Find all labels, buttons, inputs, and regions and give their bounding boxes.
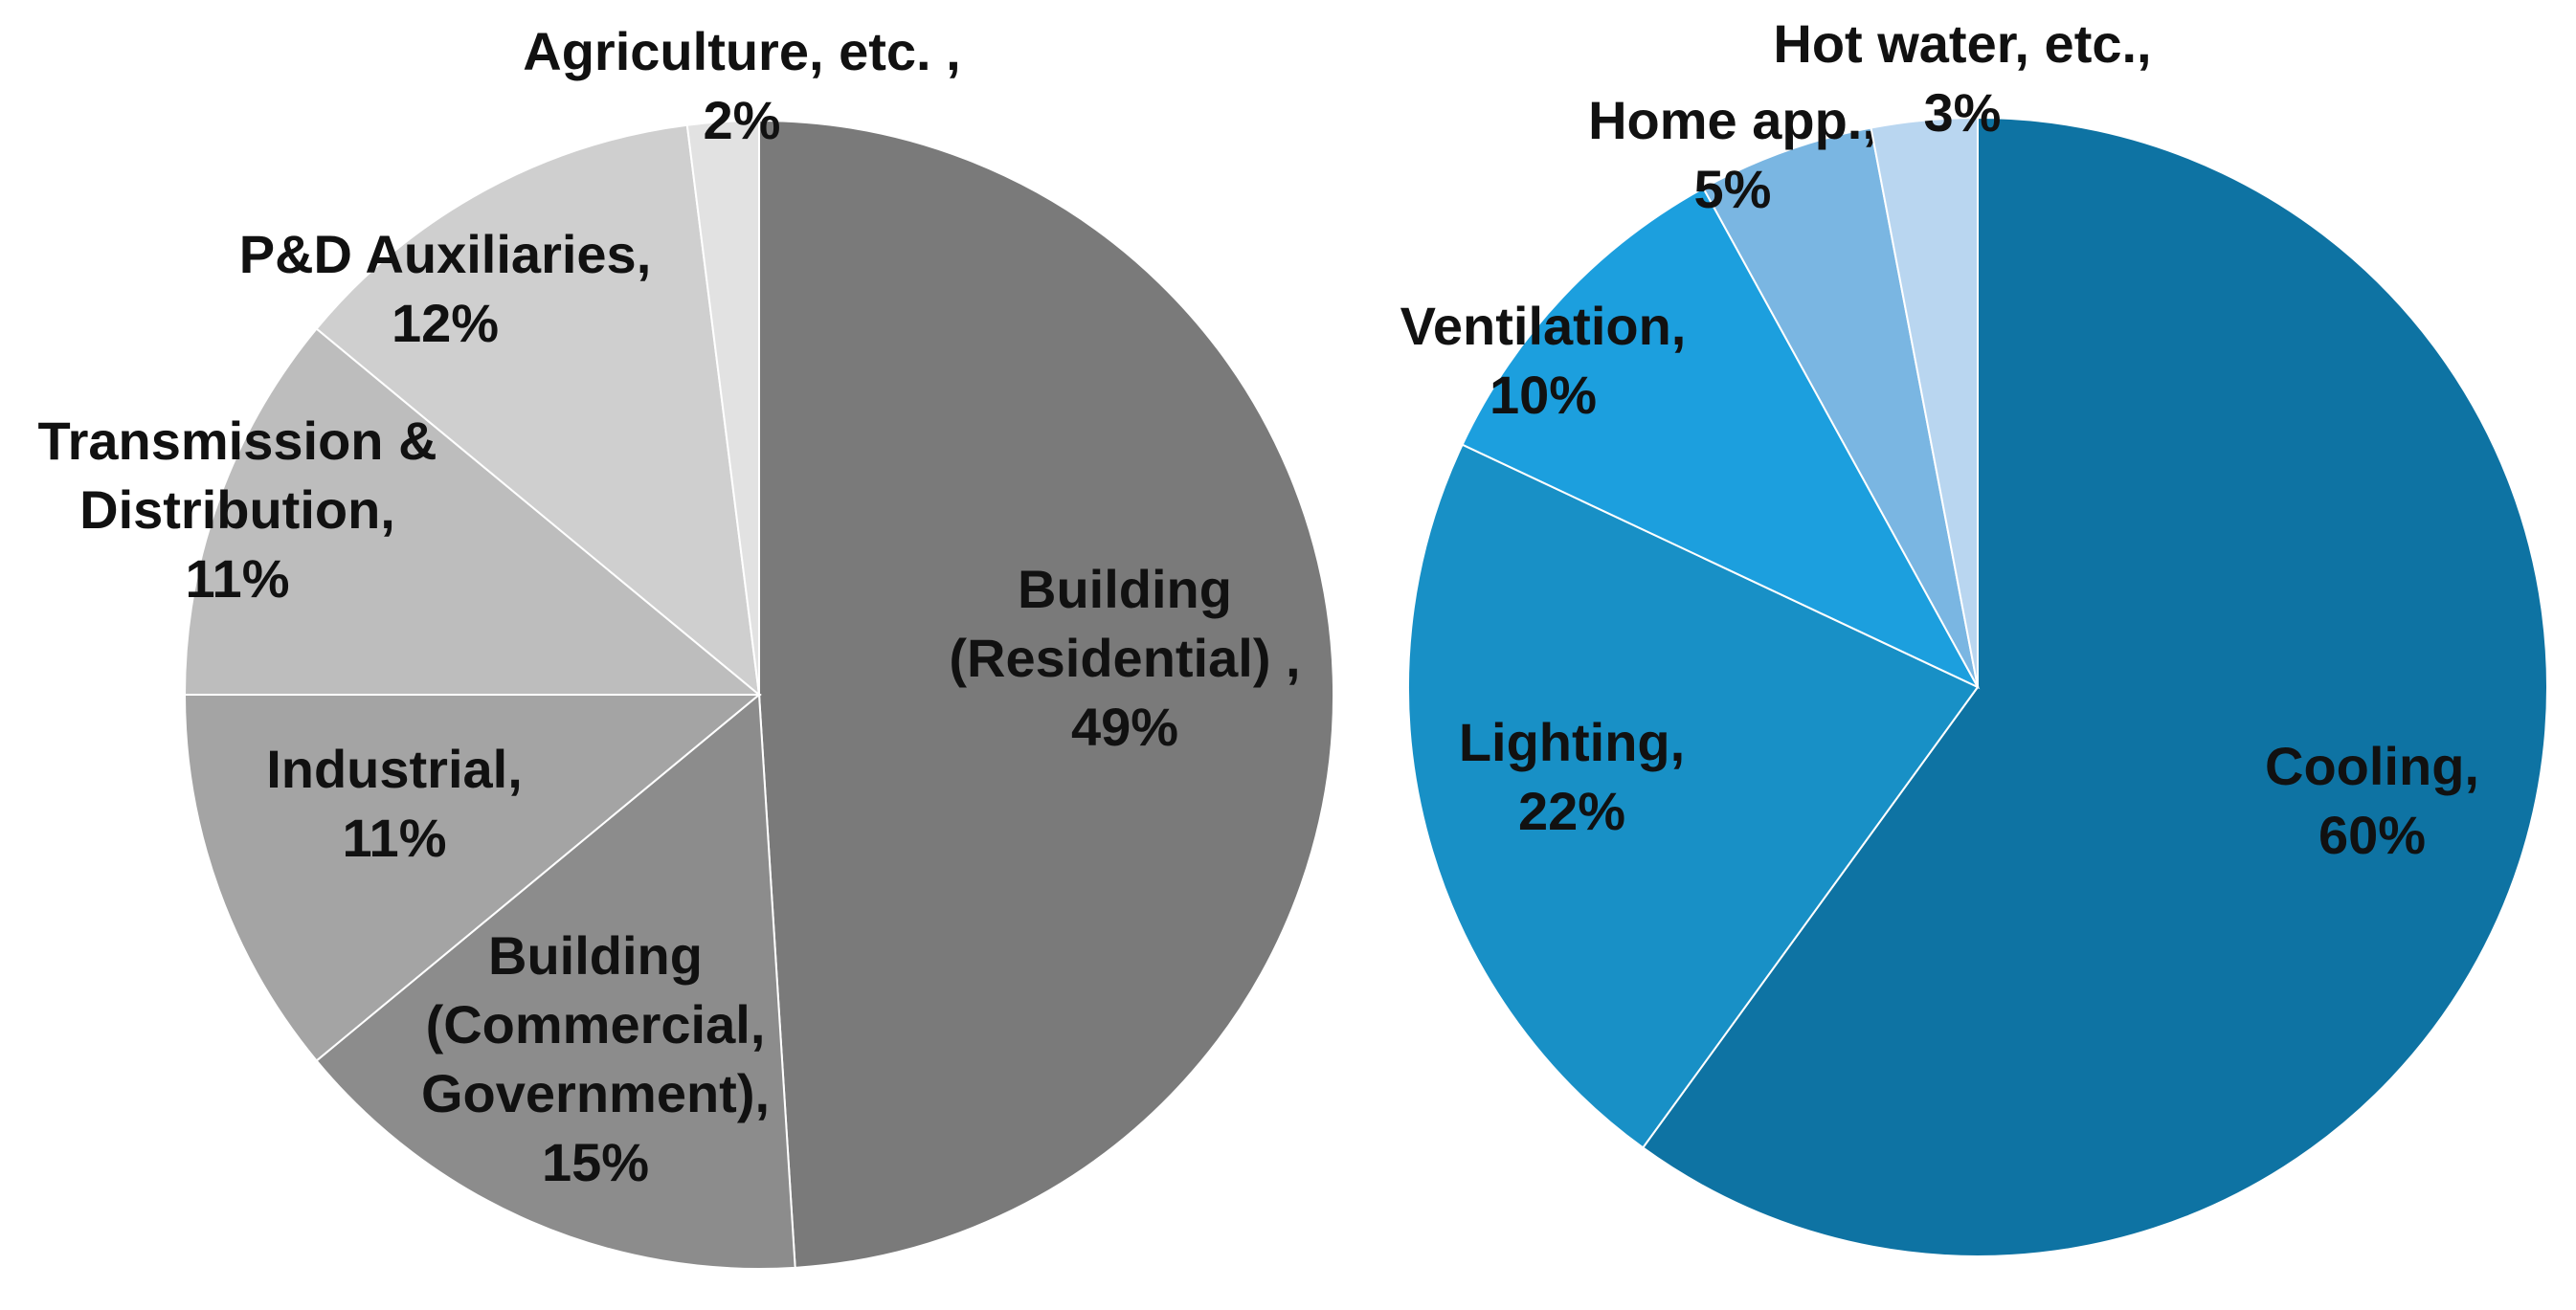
slice-label-line: 12%	[392, 293, 499, 353]
slice-label-line: Lighting,	[1459, 712, 1685, 772]
slice-label-p-d-auxiliaries: P&D Auxiliaries, 12%	[239, 224, 652, 353]
pie-slice-cooling	[1641, 116, 2548, 1257]
left-pie-chart: Building (Residential) , 49% Building (Comme…	[37, 21, 1334, 1270]
slice-label-line: Building	[1018, 559, 1232, 619]
slice-label-line: (Residential) ,	[949, 628, 1300, 688]
slice-label-line: Government),	[421, 1063, 770, 1123]
slice-label-home-app: Home app., 5%	[1588, 90, 1877, 219]
right-pie-chart: Cooling, 60% Lighting, 22% Ventilation, 10% Ho…	[1400, 13, 2548, 1257]
slice-label-line: 49%	[1071, 697, 1178, 757]
slice-label-line: 22%	[1518, 781, 1625, 841]
pie-slice-home-app	[1702, 126, 1979, 688]
pie-slice-agriculture-etc	[685, 119, 760, 696]
slice-label-building: Building (Commercial, Government), 15%	[421, 925, 770, 1192]
slice-label-industrial: Industrial, 11%	[266, 739, 523, 868]
slice-label-hot-water-etc: Hot water, etc., 3%	[1773, 13, 2151, 143]
slice-label-line: Ventilation,	[1400, 296, 1687, 356]
slice-label-line: Transmission &	[37, 411, 437, 471]
pie-slice-building	[758, 119, 1334, 1269]
slice-label-line: Industrial,	[266, 739, 523, 799]
slice-label-line: 5%	[1694, 159, 1772, 219]
slice-label-ventilation: Ventilation, 10%	[1400, 296, 1687, 425]
slice-label-agriculture-etc: Agriculture, etc. , 2%	[523, 21, 960, 150]
pie-slice-ventilation	[1461, 187, 1981, 690]
pie-slice-hot-water-etc	[1870, 116, 1979, 688]
slice-label-lighting: Lighting, 22%	[1459, 712, 1685, 841]
slice-label-line: P&D Auxiliaries,	[239, 224, 652, 284]
pie-slice-p-d-auxiliaries	[315, 123, 761, 698]
slice-label-transmission: Transmission & Distribution, 11%	[37, 411, 437, 609]
slice-label-line: 11%	[343, 808, 447, 868]
slice-label-line: 15%	[542, 1132, 649, 1192]
slice-label-line: Distribution,	[79, 479, 395, 540]
slice-label-line: Agriculture, etc. ,	[523, 21, 960, 81]
pie-slice-building	[315, 692, 796, 1270]
slice-label-line: 10%	[1490, 365, 1597, 425]
slice-label-line: 11%	[186, 548, 290, 609]
pie-slice-transmission	[183, 327, 762, 696]
slice-label-line: Hot water, etc.,	[1773, 13, 2151, 74]
slice-label-line: Building	[488, 925, 703, 986]
slice-label-line: Cooling,	[2265, 736, 2479, 796]
slice-label-line: 3%	[1924, 82, 2002, 143]
slice-label-line: Home app.,	[1588, 90, 1877, 150]
slice-label-cooling: Cooling, 60%	[2265, 736, 2479, 865]
slice-label-line: (Commercial,	[426, 994, 766, 1055]
pie-slice-industrial	[183, 694, 762, 1062]
slice-label-building: Building (Residential) , 49%	[949, 559, 1300, 757]
slice-label-line: 2%	[704, 90, 781, 150]
slice-label-line: 60%	[2318, 805, 2426, 865]
